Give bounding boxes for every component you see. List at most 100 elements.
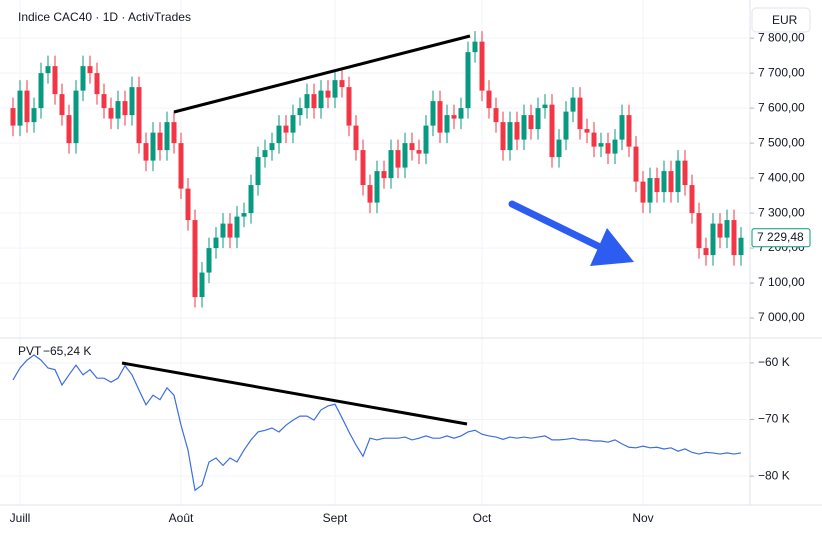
candle-body (115, 101, 121, 119)
candle-body (416, 150, 422, 154)
candle-body (731, 220, 737, 256)
candle-body (346, 87, 352, 126)
candle-body (479, 41, 485, 91)
candle-body (409, 143, 415, 151)
candle-body (514, 122, 520, 140)
candle-body (227, 223, 233, 238)
candle-body (178, 143, 184, 189)
candle-body (584, 129, 590, 133)
candle-body (507, 122, 513, 151)
candle-body (549, 104, 555, 158)
x-tick-label: Août (169, 511, 194, 525)
candle-body (465, 52, 471, 109)
candle-body (129, 87, 135, 116)
last-price-label: 7 229,48 (757, 230, 804, 244)
trend-line (121, 361, 468, 426)
y-tick-label: −80 K (758, 468, 790, 482)
candle-body (171, 122, 177, 144)
last-price-box (751, 228, 811, 248)
candle-body (367, 185, 373, 203)
candle-body (703, 248, 709, 256)
candle-body (654, 178, 660, 193)
candle-body (458, 108, 464, 119)
indicator-value: −65,24 K (43, 344, 91, 358)
candle-body (738, 237, 744, 256)
candle-body (339, 80, 345, 88)
y-tick-label: 7 500,00 (758, 135, 805, 149)
x-tick-label: Nov (632, 511, 653, 525)
candle-body (570, 97, 576, 112)
candle-body (143, 143, 149, 161)
candle-body (283, 125, 289, 133)
y-tick-label: 7 300,00 (758, 205, 805, 219)
candle-body (150, 132, 156, 161)
marks-layer (10, 31, 744, 492)
candle-body (213, 237, 219, 249)
candle-body (59, 94, 65, 116)
candle-body (108, 108, 114, 119)
candle-body (374, 171, 380, 203)
candle-body (241, 213, 247, 217)
candle-body (185, 188, 191, 221)
candle-body (136, 87, 142, 144)
candle-body (157, 132, 163, 151)
candle-body (45, 66, 51, 74)
candle-body (332, 80, 338, 98)
candle-body (395, 150, 401, 168)
candle-body (444, 115, 450, 133)
candle-body (353, 125, 359, 151)
candle-body (500, 122, 506, 151)
candle-body (269, 143, 275, 151)
candle-body (472, 41, 478, 53)
y-tick-label: −60 K (758, 355, 790, 369)
candle-body (199, 272, 205, 298)
candle-body (101, 94, 107, 109)
arrow-head (590, 228, 634, 266)
chart-title: Indice CAC40 · 1D · ActivTrades (18, 10, 191, 24)
y-tick-label: 7 800,00 (758, 30, 805, 44)
candle-body (80, 66, 86, 91)
candle-body (535, 108, 541, 130)
candle-body (360, 150, 366, 186)
indicator-line (12, 354, 742, 492)
candle-body (528, 115, 534, 130)
candle-body (66, 115, 72, 144)
candle-body (682, 160, 688, 186)
candle-body (87, 66, 93, 74)
candle-body (451, 115, 457, 119)
candle-body (255, 157, 261, 186)
y-tick-label: 7 700,00 (758, 65, 805, 79)
candle-body (10, 108, 16, 126)
candle-body (94, 73, 100, 95)
candle-body (402, 143, 408, 168)
candle-body (563, 111, 569, 140)
candle-body (430, 101, 436, 126)
candle-body (311, 94, 317, 109)
y-tick-label: 7 000,00 (758, 310, 805, 324)
x-tick-label: Sept (323, 511, 348, 525)
y-tick-label: 7 400,00 (758, 170, 805, 184)
currency-button[interactable] (751, 7, 811, 33)
candle-body (122, 101, 128, 116)
candle-body (297, 108, 303, 116)
candle-body (710, 223, 716, 256)
candle-body (234, 216, 240, 238)
candle-body (626, 115, 632, 147)
candle-body (633, 146, 639, 182)
candle-body (52, 66, 58, 95)
candle-body (192, 220, 198, 298)
candle-body (598, 143, 604, 147)
currency-label[interactable]: EUR (772, 13, 798, 27)
candle-body (24, 90, 30, 123)
candle-body (276, 125, 282, 144)
indicator-name: PVT (18, 344, 42, 358)
candle-body (206, 248, 212, 273)
candle-body (591, 132, 597, 147)
candle-body (521, 115, 527, 140)
candle-body (717, 223, 723, 238)
x-tick-label: Juill (10, 511, 31, 525)
arrow-shaft (508, 200, 606, 252)
y-tick-label: −70 K (758, 412, 790, 426)
candle-body (689, 185, 695, 214)
